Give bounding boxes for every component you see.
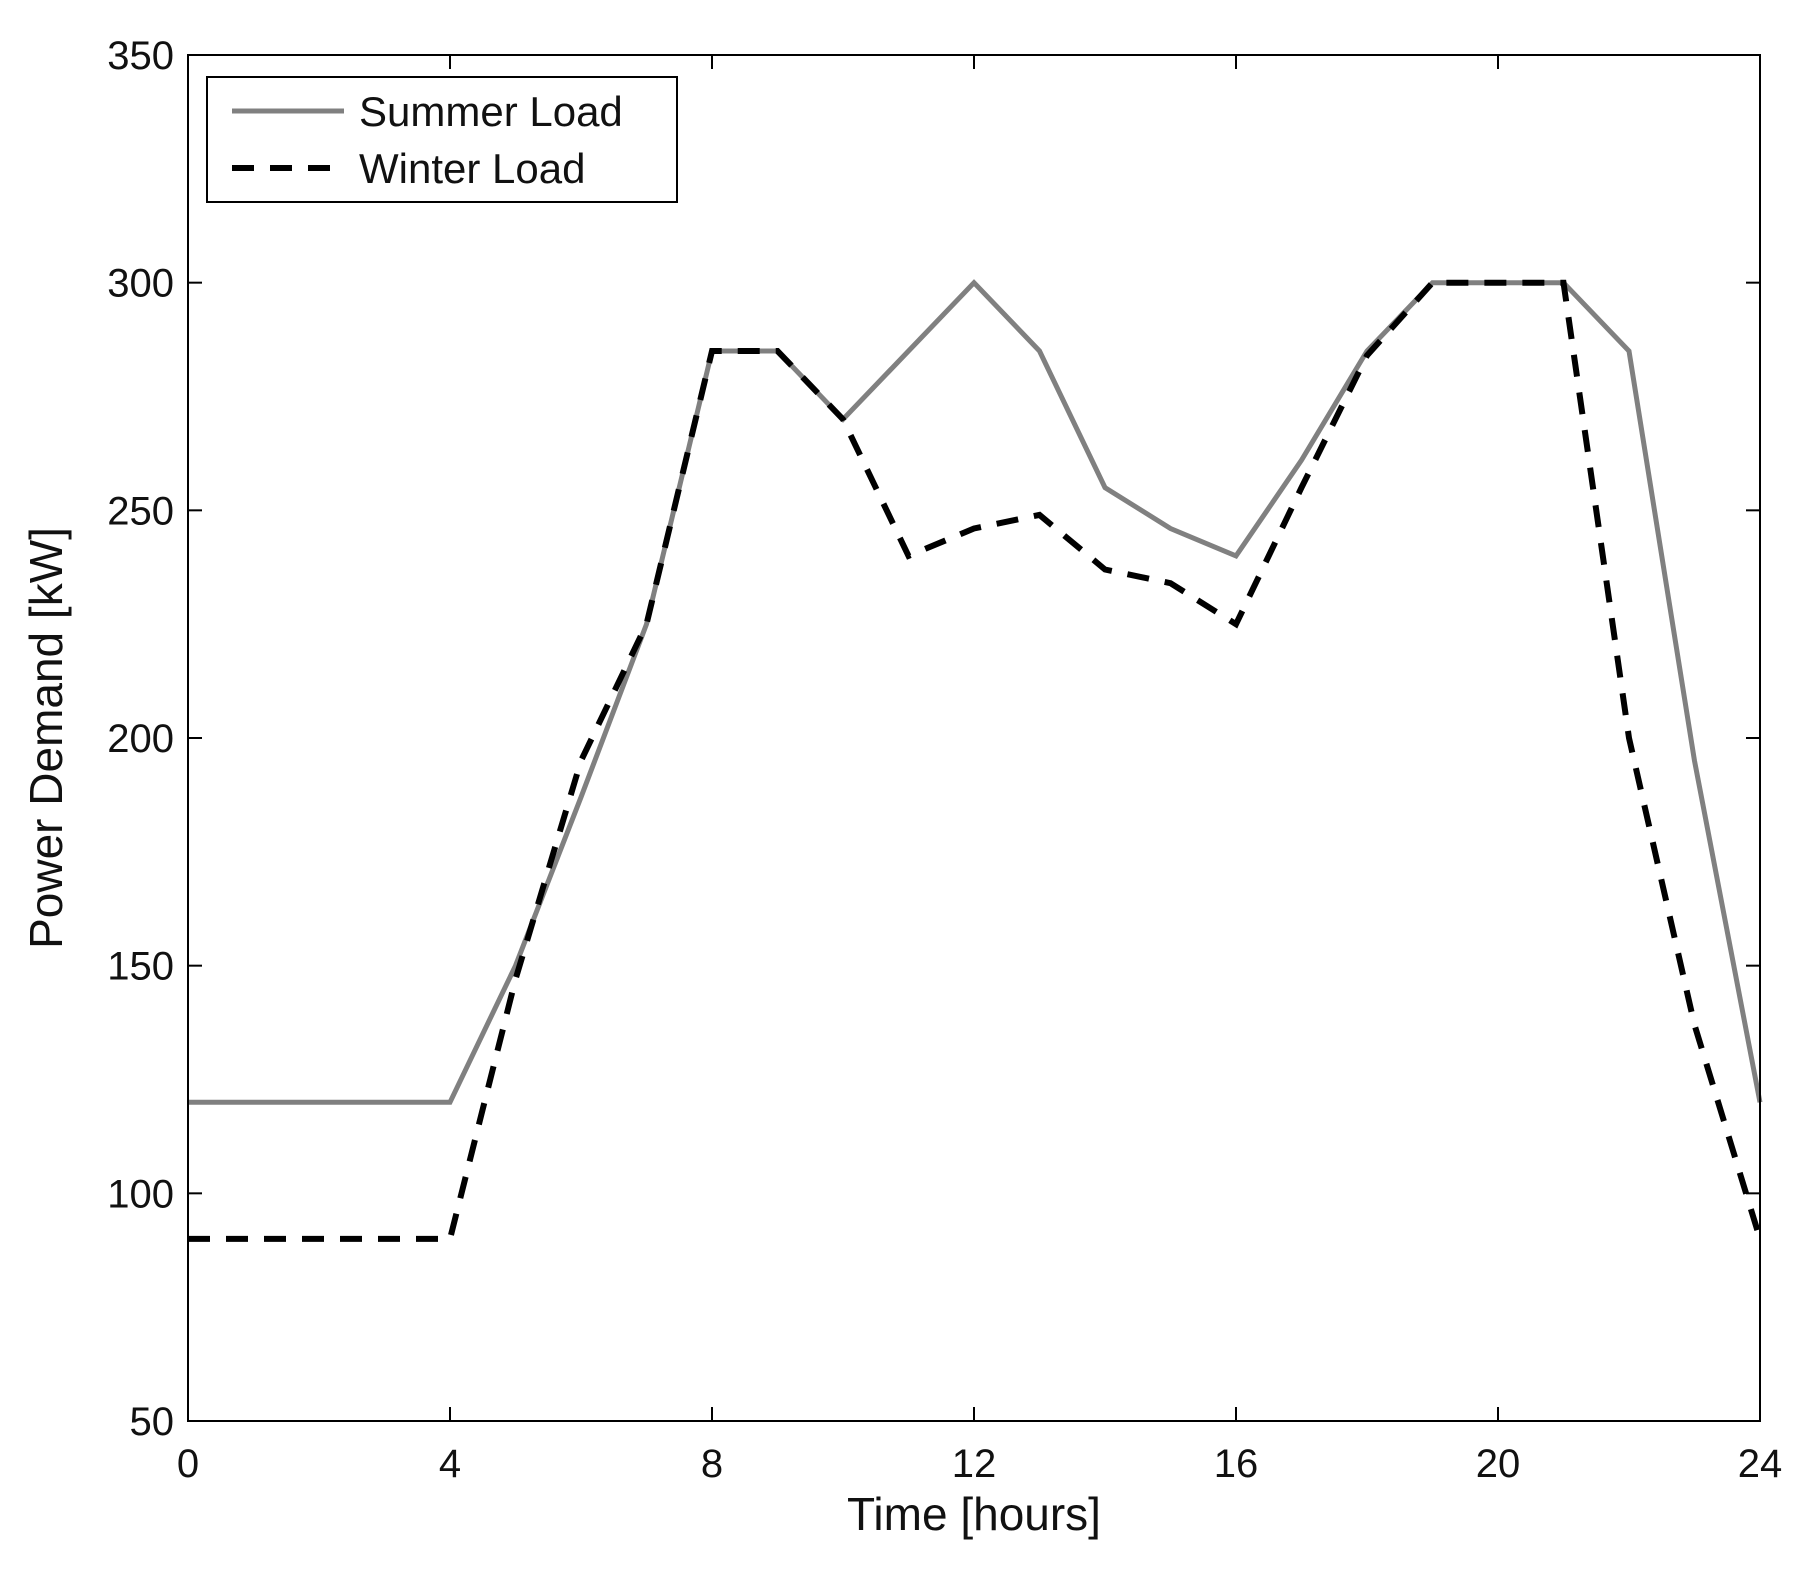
y-tick-label: 100 [107,1172,174,1216]
y-tick-label: 200 [107,717,174,761]
legend-label: Summer Load [359,88,623,135]
y-tick-label: 250 [107,489,174,533]
legend-label: Winter Load [359,145,585,192]
legend: Summer Load Winter Load [206,76,678,203]
y-axis-label: Power Demand [kW] [20,527,72,949]
x-tick-label: 16 [1214,1442,1259,1486]
y-tick-label: 150 [107,945,174,989]
x-tick-label: 8 [701,1442,723,1486]
x-axis-label: Time [hours] [847,1488,1101,1540]
y-tick-label: 350 [107,34,174,78]
series-group [188,279,1763,1242]
legend-box [206,76,678,203]
y-tick-label: 50 [130,1400,175,1444]
tick-group: 0 4 8 12 16 20 24 50 100 150 200 250 300 350 [107,34,1782,1486]
x-tick-label: 12 [952,1442,997,1486]
x-tick-label: 24 [1738,1442,1783,1486]
plot-area [188,55,1760,1421]
x-tick-label: 0 [177,1442,199,1486]
y-tick-label: 300 [107,262,174,306]
x-tick-label: 4 [439,1442,461,1486]
x-tick-label: 20 [1476,1442,1521,1486]
series-line-winter-load [188,279,1763,1242]
